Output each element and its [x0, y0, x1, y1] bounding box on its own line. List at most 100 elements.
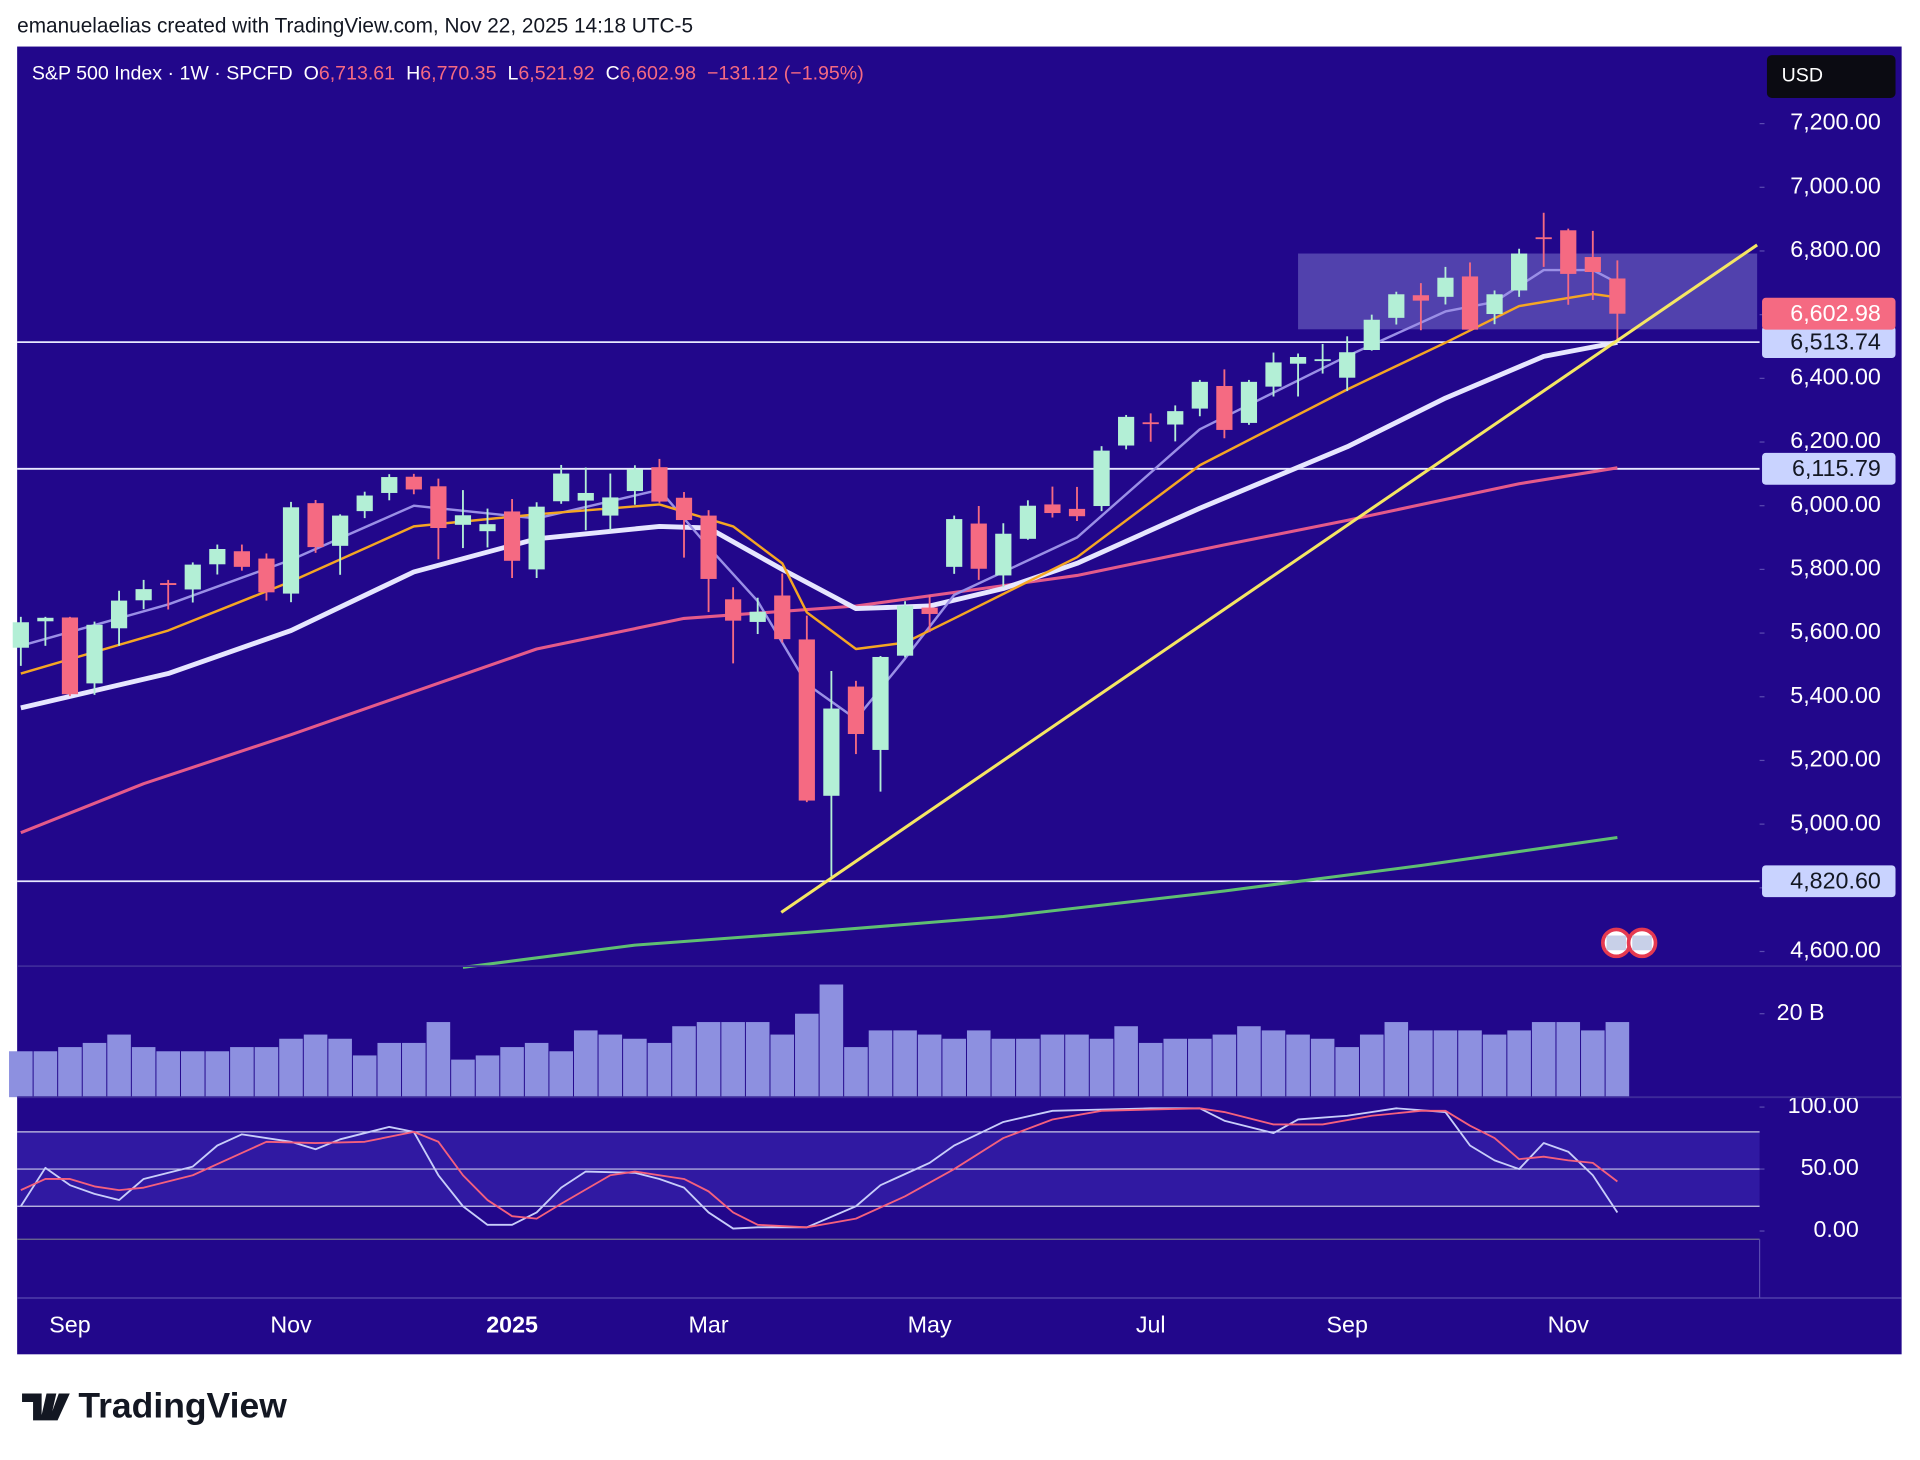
header-part: O: [304, 63, 319, 85]
candle-body: [1535, 237, 1552, 240]
volume-bar: [623, 1038, 647, 1098]
candle-body: [233, 551, 250, 567]
x-tick-label: Nov: [270, 1311, 312, 1337]
candle-body: [332, 515, 349, 546]
volume-bar: [180, 1051, 205, 1098]
header-part: C: [606, 63, 620, 85]
candle-body: [1265, 362, 1282, 387]
candle-body: [1167, 411, 1184, 425]
candle-body: [1068, 508, 1086, 517]
candle-body: [823, 708, 840, 796]
event-flags[interactable]: [1601, 927, 1658, 959]
candle-body: [430, 486, 447, 528]
volume-bar: [991, 1038, 1016, 1098]
volume-bar: [1016, 1038, 1040, 1098]
volume-bar: [1359, 1034, 1384, 1098]
volume-bar: [868, 1030, 893, 1098]
last-price-box: [1762, 297, 1896, 330]
volume-bar: [303, 1034, 328, 1098]
volume-bar: [377, 1042, 402, 1098]
volume-bar: [1531, 1022, 1556, 1098]
logo-text: TradingView: [78, 1386, 287, 1426]
candle-body: [1191, 381, 1208, 409]
level-label: 6,513.74: [1790, 328, 1881, 354]
logo[interactable]: TradingView: [22, 1386, 287, 1426]
y-tick-label: 5,600.00: [1790, 618, 1881, 644]
volume-bar: [795, 1013, 819, 1098]
level-label-box: [1762, 865, 1896, 898]
candle-body: [1388, 294, 1405, 318]
volume-bar: [426, 1022, 451, 1098]
volume-bar: [1040, 1034, 1065, 1098]
volume-bar: [1581, 1030, 1605, 1098]
level-label-box: [1762, 326, 1896, 359]
volume-bar: [1163, 1038, 1188, 1098]
candle-body: [12, 622, 29, 648]
candle-body: [847, 686, 865, 735]
candle-body: [86, 624, 103, 684]
candle-body: [946, 519, 963, 567]
header-part: 6,521.92: [518, 63, 594, 85]
volume-bar: [647, 1042, 672, 1098]
candle-body: [405, 476, 422, 490]
candle-body: [1560, 230, 1577, 274]
volume-bar: [893, 1030, 917, 1098]
volume-bar: [770, 1034, 795, 1098]
candle-body: [553, 473, 570, 502]
attribution: emanuelaelias created with TradingView.c…: [17, 14, 693, 37]
candle-body: [602, 497, 619, 516]
candle-body: [528, 506, 545, 570]
x-tick-label: Mar: [689, 1311, 729, 1337]
stoch-k: [20, 1107, 1619, 1230]
volume-bar: [549, 1051, 573, 1098]
candle-body: [700, 515, 717, 579]
volume-bar: [33, 1051, 58, 1098]
moving-average: [20, 339, 1618, 711]
header-part: H: [406, 63, 420, 85]
volume-bar: [573, 1030, 598, 1098]
currency-box[interactable]: [1766, 55, 1896, 98]
x-tick-label: 2025: [486, 1311, 538, 1337]
volume-bar: [1188, 1038, 1212, 1098]
level-label: 4,820.60: [1790, 868, 1881, 894]
volume-bar: [672, 1026, 696, 1098]
flag-stripes: [1632, 935, 1652, 951]
front-layer: 6,513.74 6,115.79 4,820.60 6,602.98: [1762, 297, 1896, 898]
candle-body: [110, 600, 128, 629]
candle-body: [1363, 319, 1380, 351]
volume-bar: [819, 984, 844, 1098]
candle-body: [1339, 352, 1356, 378]
candle-body: [37, 617, 54, 622]
volume-bar: [1138, 1042, 1163, 1098]
volume-bar: [1237, 1026, 1261, 1098]
volume-bar: [1482, 1034, 1507, 1098]
candle-body: [1093, 450, 1110, 507]
candle-body: [872, 656, 889, 750]
x-tick-label: Nov: [1548, 1311, 1590, 1337]
header-part: L: [507, 63, 518, 85]
candle-body: [61, 617, 79, 695]
x-tick-label: Jul: [1136, 1311, 1166, 1337]
volume-bar: [1605, 1022, 1630, 1098]
volume-bar: [1065, 1034, 1089, 1098]
stoch-d: [20, 1107, 1618, 1229]
candle-body: [1044, 504, 1061, 514]
candle-body: [307, 503, 324, 548]
volume-bar: [1409, 1030, 1433, 1098]
header-part: S&P 500 Index · 1W · SPCFD: [32, 63, 293, 85]
volume-bar: [942, 1038, 966, 1098]
candle-body: [1118, 416, 1135, 446]
volume-bar: [1114, 1026, 1138, 1098]
candle-body: [749, 611, 766, 622]
volume-bar: [1335, 1047, 1359, 1098]
currency: USD: [1782, 65, 1823, 87]
candle-body: [1142, 422, 1159, 425]
candle-body: [577, 492, 594, 501]
y-tick-label: 4,600.00: [1790, 937, 1881, 963]
y-tick-label: 5,800.00: [1790, 555, 1881, 581]
volume-bar: [352, 1055, 377, 1098]
header-part: 6,713.61: [319, 63, 395, 85]
stoch-tick-label: 100.00: [1788, 1092, 1859, 1118]
volume-bar: [598, 1034, 623, 1098]
